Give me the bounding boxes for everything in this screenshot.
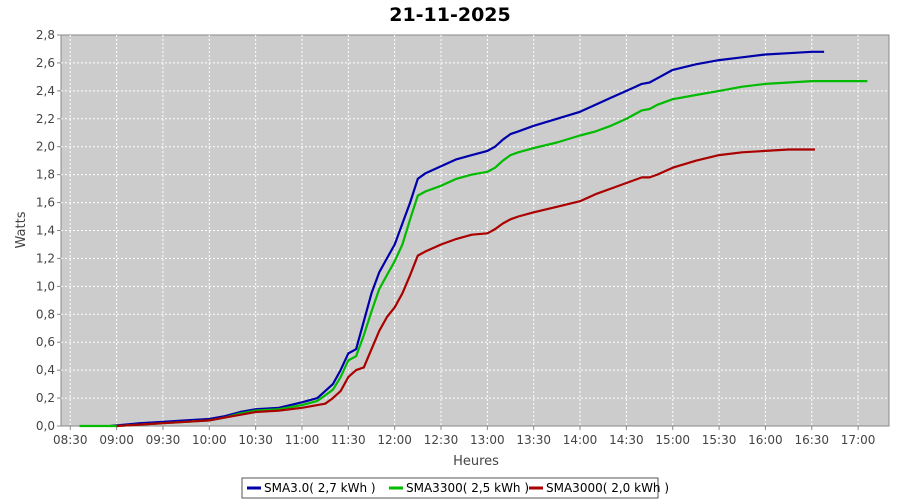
y-tick-label: 0,8 (36, 307, 55, 321)
legend-box (241, 477, 659, 499)
y-tick-label: 2,4 (36, 84, 55, 98)
y-axis-label: Watts (14, 211, 29, 248)
y-tick-label: 1,6 (36, 196, 55, 210)
x-tick-label: 14:00 (563, 433, 598, 447)
series-line-3 (116, 148, 815, 428)
y-tick-label: 0,6 (36, 335, 55, 349)
y-tick-label: 2,2 (36, 112, 55, 126)
x-tick-label: 16:00 (748, 433, 783, 447)
y-tick-label: 0,2 (36, 391, 55, 405)
grid (61, 35, 889, 426)
legend-label-2: SMA3300( 2,5 kWh ) (406, 481, 529, 495)
x-tick-label: 16:30 (794, 433, 829, 447)
y-tick-label: 0,4 (36, 363, 55, 377)
x-tick-label: 15:00 (655, 433, 690, 447)
series-line-2 (79, 79, 868, 428)
x-tick-label: 12:00 (377, 433, 412, 447)
x-tick-label: 17:00 (841, 433, 876, 447)
y-tick-label: 0,0 (36, 419, 55, 433)
y-tick-label: 2,0 (36, 140, 55, 154)
y-tick-label: 1,4 (36, 224, 55, 238)
x-tick-label: 08:30 (53, 433, 88, 447)
y-tick-label: 2,6 (36, 56, 55, 70)
legend: SMA3.0( 2,7 kWh ) SMA3300( 2,5 kWh ) SMA30… (241, 477, 669, 499)
x-tick-label: 09:30 (146, 433, 181, 447)
x-tick-label: 10:00 (192, 433, 227, 447)
x-tick-label: 10:30 (238, 433, 273, 447)
x-tick-label: 13:00 (470, 433, 505, 447)
y-tick-label: 1,2 (36, 251, 55, 265)
legend-label-3: SMA3000( 2,0 kWh ) (546, 481, 669, 495)
x-tick-label: 14:30 (609, 433, 644, 447)
y-tick-label: 1,0 (36, 279, 55, 293)
x-axis-label: Heures (453, 454, 499, 469)
x-tick-label: 13:30 (516, 433, 551, 447)
y-tick-label: 2,8 (36, 28, 55, 42)
chart-title: 21-11-2025 (389, 4, 511, 26)
y-axis: 0,0 0,2 0,4 0,6 0,8 1,0 1,2 1,4 1,6 1,8 2,0 2,2 2,4 2… (36, 28, 61, 433)
x-tick-label: 11:00 (285, 433, 320, 447)
x-tick-label: 12:30 (424, 433, 459, 447)
x-axis: 08:30 09:00 09:30 10:00 10:30 11:00 11:30 12:00… (53, 426, 875, 447)
series-group (79, 50, 868, 428)
x-tick-label: 09:00 (99, 433, 134, 447)
y-tick-label: 1,8 (36, 168, 55, 182)
legend-label-1: SMA3.0( 2,7 kWh ) (264, 481, 376, 495)
x-tick-label: 11:30 (331, 433, 366, 447)
x-tick-label: 15:30 (702, 433, 737, 447)
series-line-1 (110, 50, 825, 428)
